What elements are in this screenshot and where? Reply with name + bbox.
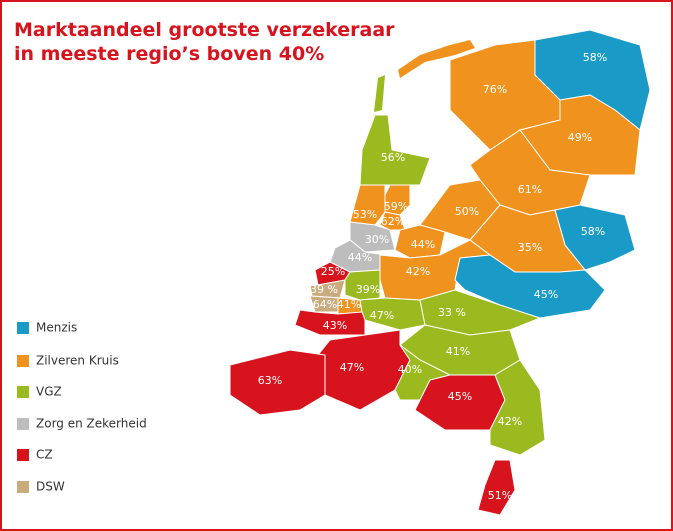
legend-label: CZ — [36, 448, 53, 462]
region-label: 58% — [581, 225, 605, 238]
region-label: 64% — [313, 298, 337, 311]
region-label: 62% — [381, 215, 405, 228]
region-label: 35% — [518, 241, 542, 254]
region-label: 59% — [384, 200, 408, 213]
legend: Menzis Zilveren Kruis VGZ Zorg en Zekerheid… — [17, 321, 147, 494]
region-label: 51% — [488, 489, 512, 502]
region-label: 42% — [498, 415, 522, 428]
region — [229, 349, 326, 416]
region-label: 42% — [406, 265, 430, 278]
region-label: 45% — [448, 390, 472, 403]
title-line: Marktaandeel grootste verzekeraar — [14, 19, 395, 41]
region-label: 76% — [483, 83, 507, 96]
region-label: 63% — [258, 374, 282, 387]
title-line: in meeste regio’s boven 40% — [14, 43, 324, 65]
region-label: 61% — [518, 183, 542, 196]
region — [454, 254, 606, 319]
legend-label: Menzis — [36, 321, 77, 335]
region — [519, 94, 641, 176]
region-label: 47% — [340, 361, 364, 374]
island — [398, 40, 475, 78]
region-label: 56% — [381, 151, 405, 164]
region — [379, 211, 406, 231]
region-label: 58% — [583, 51, 607, 64]
region-label: 30% — [365, 233, 389, 246]
region — [309, 279, 346, 299]
legend-swatch — [17, 322, 29, 334]
region — [489, 359, 546, 456]
legend-swatch — [17, 418, 29, 430]
legend-swatch — [17, 386, 29, 398]
region-label: 47% — [370, 309, 394, 322]
region-label: 41% — [446, 345, 470, 358]
region-label: 45% — [534, 288, 558, 301]
region-label: 25% — [321, 265, 345, 278]
region — [349, 184, 386, 226]
region-label: 44% — [411, 238, 435, 251]
regions: 58% 76% 49% 56% 61% 59% 53% 62% 50% 30% 58% 44% 35% 4… — [229, 29, 651, 516]
region-label: 39 % — [310, 283, 338, 296]
region — [477, 459, 516, 516]
region — [294, 309, 366, 336]
legend-swatch — [17, 355, 29, 367]
legend-label: VGZ — [36, 385, 62, 399]
region-label: 53% — [353, 208, 377, 221]
region-label: 40% — [398, 363, 422, 376]
region-label: 33 % — [438, 306, 466, 319]
region-label: 44% — [348, 251, 372, 264]
island — [374, 75, 385, 112]
region-label: 43% — [323, 319, 347, 332]
region-label: 50% — [455, 205, 479, 218]
legend-label: Zilveren Kruis — [36, 354, 119, 368]
legend-label: Zorg en Zekerheid — [36, 417, 147, 431]
legend-swatch — [17, 481, 29, 493]
region-label: 39% — [356, 283, 380, 296]
region-label: 49% — [568, 131, 592, 144]
region — [359, 114, 431, 186]
region-label: 41% — [337, 298, 361, 311]
legend-label: DSW — [36, 480, 65, 494]
legend-swatch — [17, 449, 29, 461]
